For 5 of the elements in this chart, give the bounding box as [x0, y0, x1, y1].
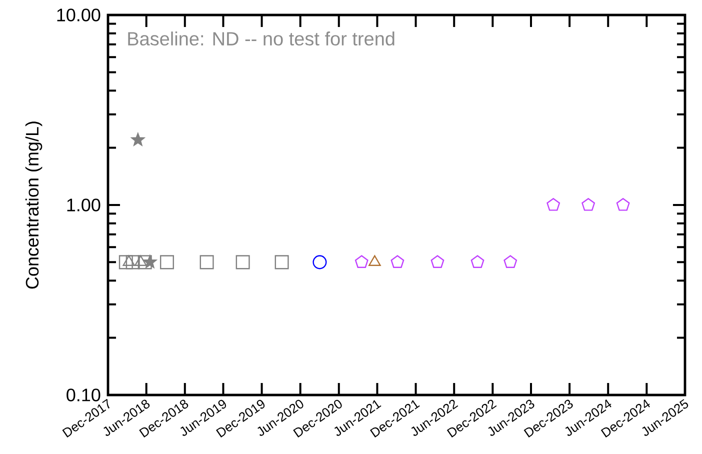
y-axis-title: Concentration (mg/L) [25, 122, 42, 289]
y-tick-label: 10.00 [57, 8, 100, 22]
y-tick-label: 0.10 [66, 388, 100, 402]
y-tick-label: 1.00 [67, 198, 100, 212]
annotation: Baseline: ND -- no test for trend [128, 32, 394, 46]
